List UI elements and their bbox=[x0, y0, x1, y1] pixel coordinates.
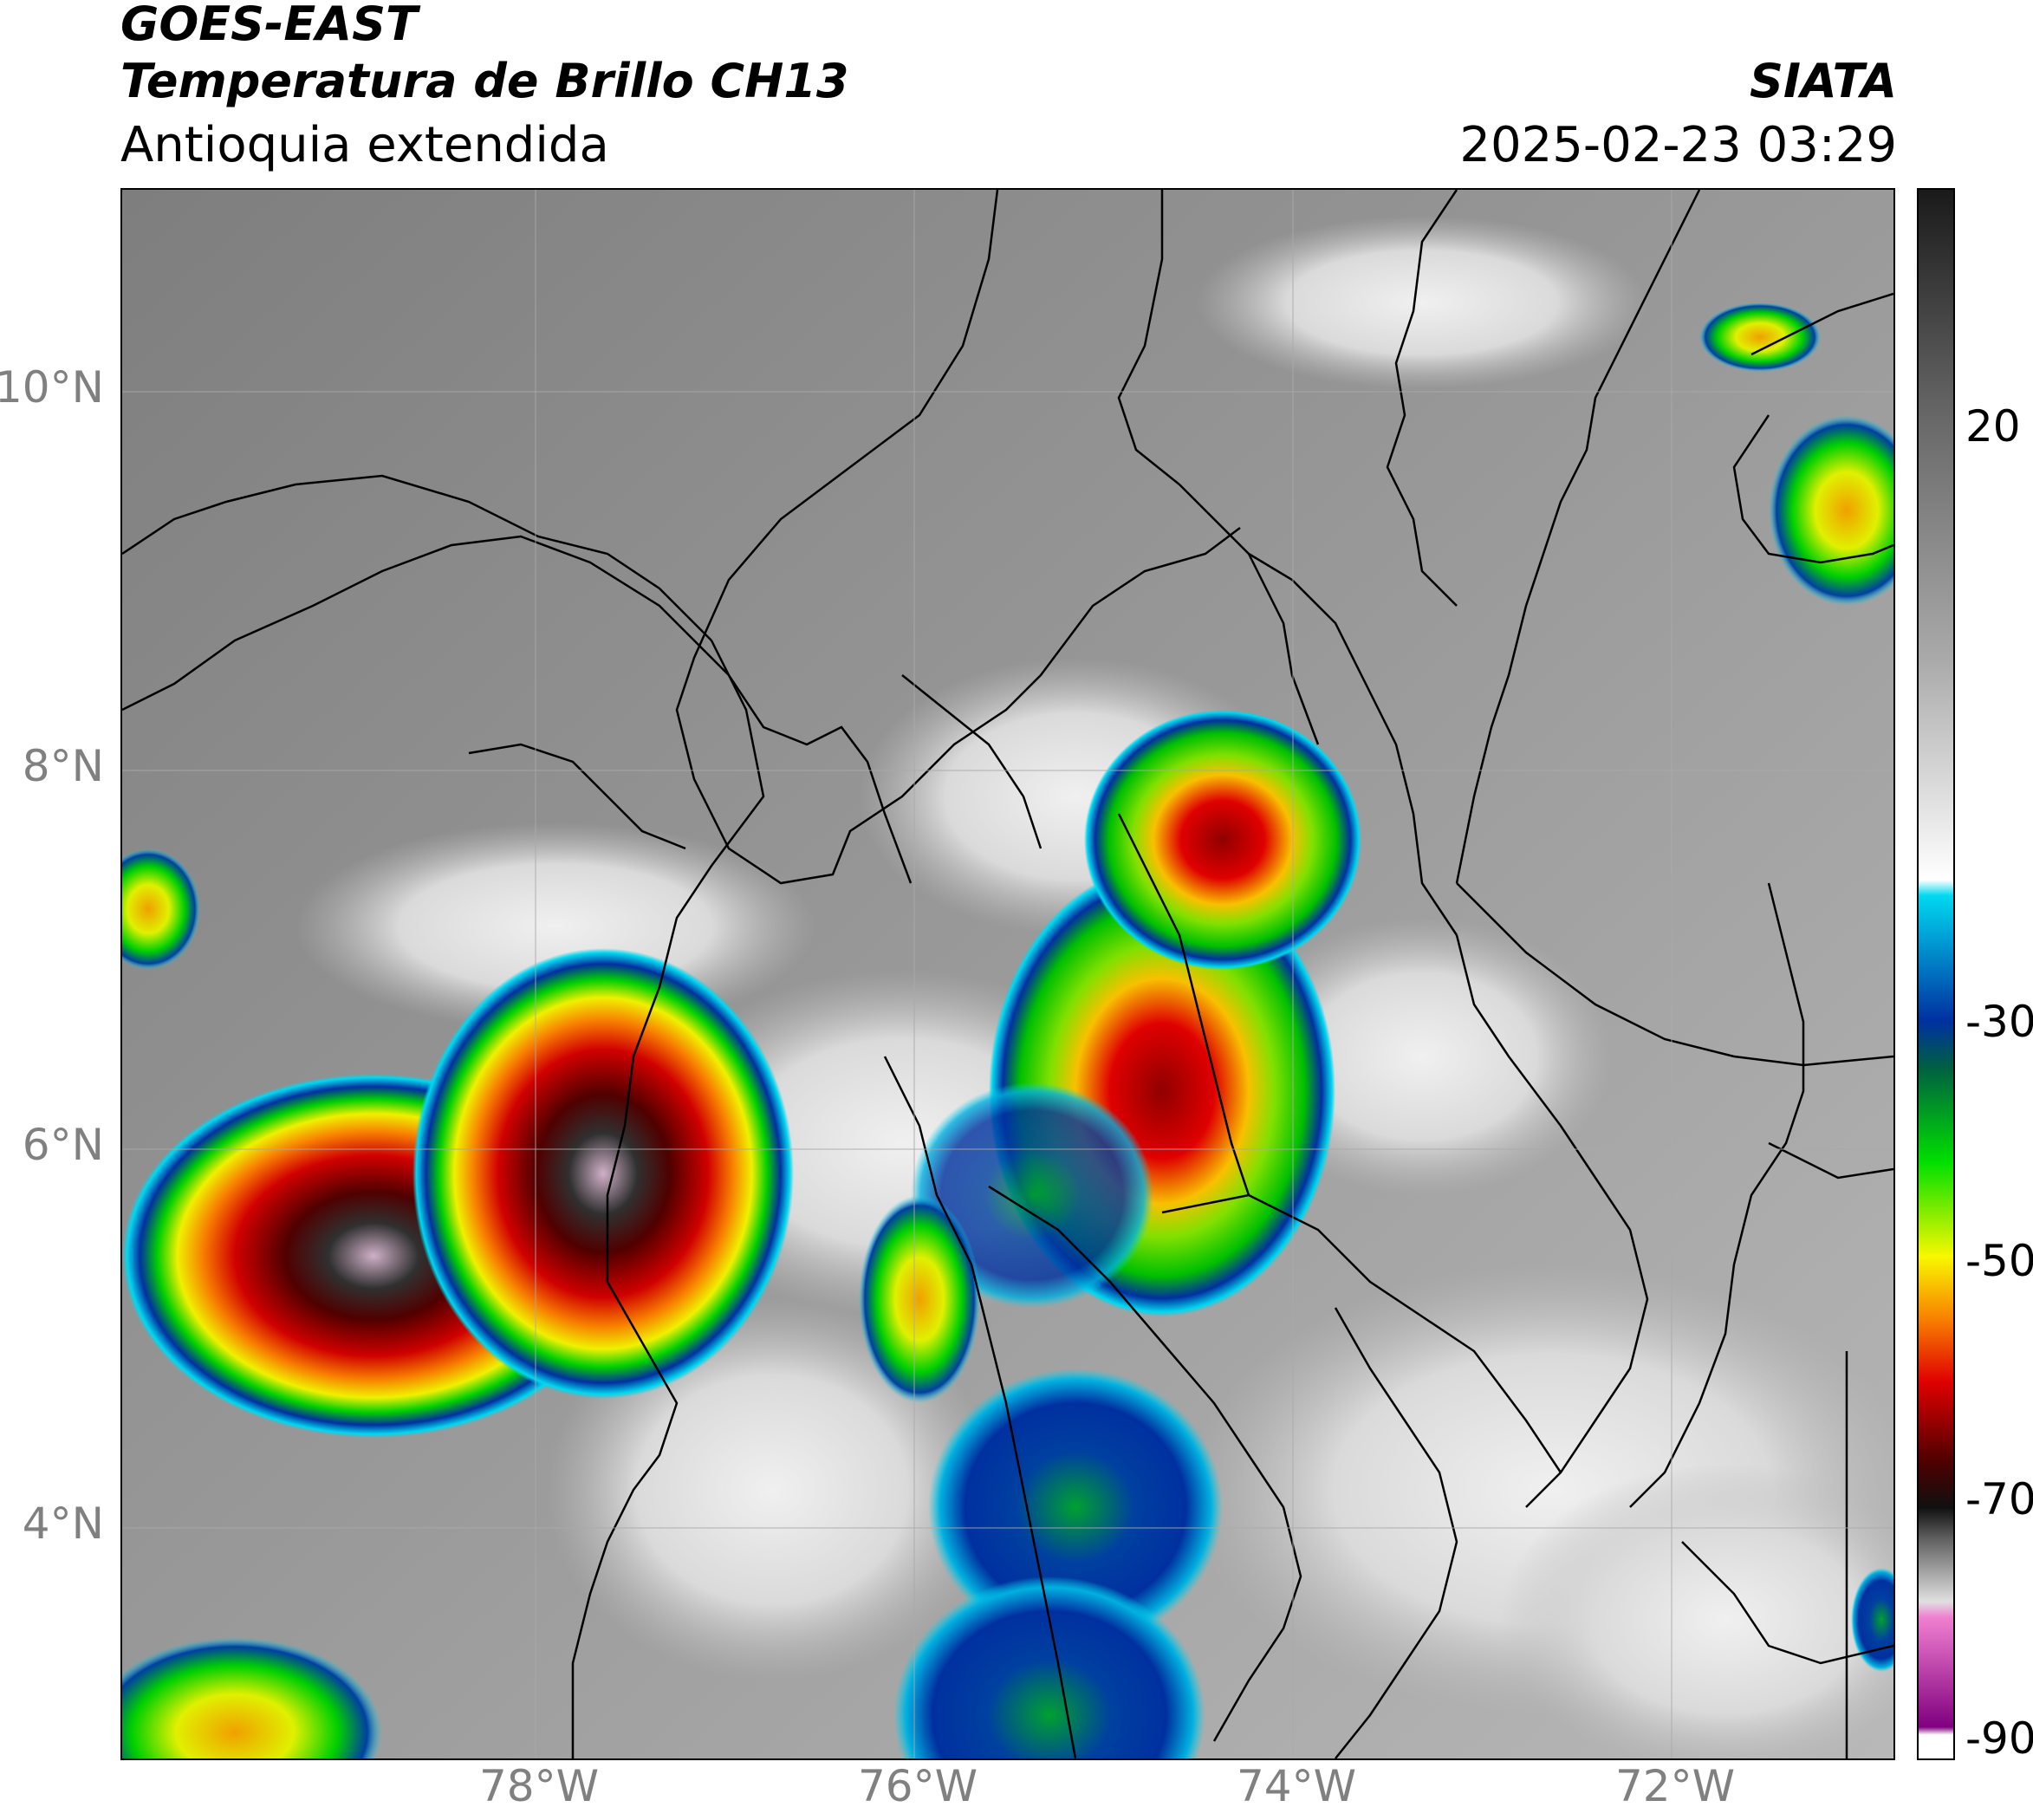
timestamp-label: 2025-02-23 03:29 bbox=[1459, 117, 1897, 173]
lon-tick-76w: 76°W bbox=[858, 1761, 978, 1811]
product-title: Temperatura de Brillo CH13 bbox=[120, 54, 849, 108]
satellite-map bbox=[120, 188, 1895, 1760]
colorbar-tick-20: 20 bbox=[1965, 401, 2021, 452]
graticule bbox=[122, 190, 1893, 1758]
region-subtitle: Antioquia extendida bbox=[120, 117, 609, 173]
colorbar-tick-minus50: -50 bbox=[1965, 1236, 2033, 1286]
storm-cell-south-b bbox=[893, 1576, 1205, 1758]
lon-tick-78w: 78°W bbox=[479, 1761, 600, 1811]
storm-cell-valley bbox=[859, 1195, 980, 1403]
storm-cell-west-north bbox=[412, 948, 794, 1399]
storm-cell-north bbox=[1084, 710, 1361, 970]
border-lines bbox=[122, 190, 1893, 1758]
colorbar-tick-minus90: -90 bbox=[1965, 1713, 2033, 1764]
lat-tick-8n: 8°N bbox=[22, 741, 104, 791]
lat-tick-4n: 4°N bbox=[22, 1498, 104, 1549]
lat-tick-10n: 10°N bbox=[0, 362, 104, 413]
storm-cell-south-a bbox=[928, 1368, 1223, 1646]
brightness-temperature-image bbox=[122, 190, 1893, 1758]
lon-tick-74w: 74°W bbox=[1237, 1761, 1357, 1811]
colorbar-tick-minus70: -70 bbox=[1965, 1474, 2033, 1524]
lat-tick-6n: 6°N bbox=[22, 1120, 104, 1170]
organization-label: SIATA bbox=[1749, 54, 1897, 108]
colorbar-tick-minus30: -30 bbox=[1965, 997, 2033, 1047]
storm-cell-southwest bbox=[122, 1637, 382, 1758]
temperature-colorbar bbox=[1917, 188, 1955, 1760]
satellite-title: GOES-EAST bbox=[120, 0, 418, 51]
lon-tick-72w: 72°W bbox=[1615, 1761, 1736, 1811]
